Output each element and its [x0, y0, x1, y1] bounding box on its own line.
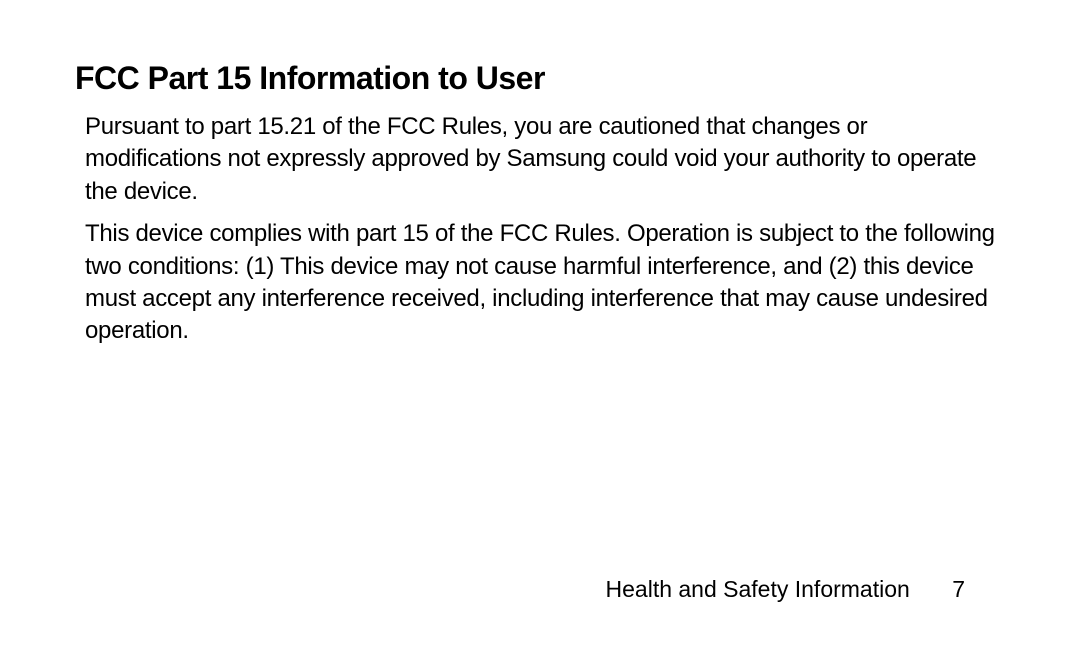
- section-heading: FCC Part 15 Information to User: [75, 60, 1005, 97]
- page-number: 7: [952, 576, 965, 602]
- body-paragraph-1: Pursuant to part 15.21 of the FCC Rules,…: [75, 111, 1005, 208]
- page-footer: Health and Safety Information 7: [606, 576, 965, 603]
- body-paragraph-2: This device complies with part 15 of the…: [75, 218, 1005, 348]
- footer-section-title: Health and Safety Information: [606, 576, 910, 602]
